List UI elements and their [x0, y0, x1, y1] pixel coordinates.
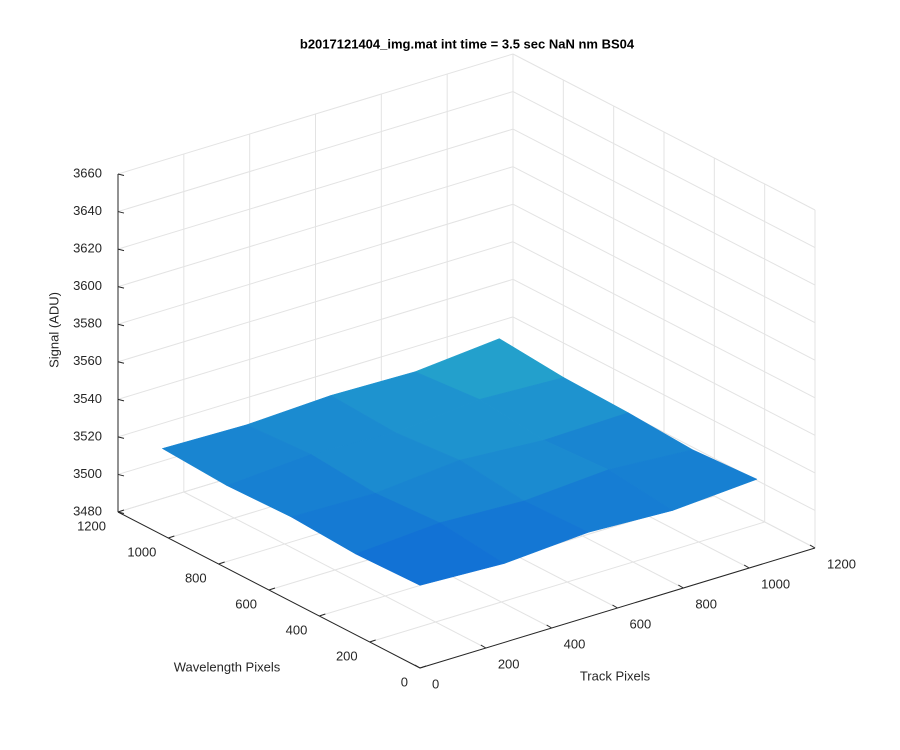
y-tick — [319, 613, 326, 617]
y-tick-label: 200 — [336, 648, 358, 663]
z-tick — [117, 511, 125, 514]
y-tick — [419, 665, 427, 669]
x-tick — [809, 544, 816, 549]
z-tick-label: 3640 — [73, 203, 102, 218]
x-tick — [743, 564, 750, 569]
chart-title: b2017121404_img.mat int time = 3.5 sec N… — [300, 36, 635, 51]
z-tick-label: 3620 — [73, 241, 102, 256]
y-tick-label: 800 — [185, 570, 207, 585]
z-tick — [117, 211, 125, 214]
x-tick-label: 200 — [498, 656, 520, 671]
z-tick — [117, 173, 125, 176]
y-tick-label: 400 — [286, 622, 308, 637]
y-axis-label: Wavelength Pixels — [174, 659, 281, 674]
x-tick-label: 400 — [564, 636, 586, 651]
surface-patch — [354, 522, 505, 586]
y-tick — [369, 639, 376, 643]
y-tick-label: 1200 — [77, 518, 106, 533]
x-tick — [678, 584, 684, 589]
z-tick-label: 3600 — [73, 278, 102, 293]
z-tick — [117, 473, 125, 477]
x-tick — [612, 604, 618, 609]
z-tick-label: 3540 — [73, 391, 102, 406]
y-tick — [117, 509, 125, 513]
z-tick — [117, 286, 125, 289]
y-tick-label: 0 — [401, 674, 408, 689]
x-tick-label: 1000 — [761, 576, 790, 591]
z-tick-label: 3580 — [73, 316, 102, 331]
z-tick — [117, 436, 125, 439]
y-tick-label: 600 — [235, 596, 257, 611]
z-tick-label: 3560 — [73, 353, 102, 368]
y-tick-label: 1000 — [127, 544, 156, 559]
z-tick-label: 3520 — [73, 428, 102, 443]
z-tick — [117, 398, 125, 402]
z-axis-label: Signal (ADU) — [46, 292, 61, 368]
x-tick — [480, 644, 487, 649]
z-tick-label: 3500 — [73, 466, 102, 481]
x-tick-label: 600 — [630, 616, 652, 631]
grid-line — [369, 521, 765, 643]
z-tick — [117, 248, 125, 252]
y-tick — [268, 587, 276, 591]
y-tick — [168, 535, 175, 539]
x-axis-label: Track Pixels — [580, 668, 651, 683]
z-tick — [117, 323, 125, 327]
x-tick — [546, 624, 552, 629]
y-tick — [218, 561, 225, 565]
x-tick-label: 1200 — [827, 556, 856, 571]
z-tick — [117, 361, 125, 364]
x-tick-label: 0 — [432, 676, 439, 691]
x-tick-label: 800 — [695, 596, 717, 611]
x-tick — [414, 664, 421, 669]
z-tick-label: 3480 — [73, 503, 102, 518]
z-tick-label: 3660 — [73, 165, 102, 180]
